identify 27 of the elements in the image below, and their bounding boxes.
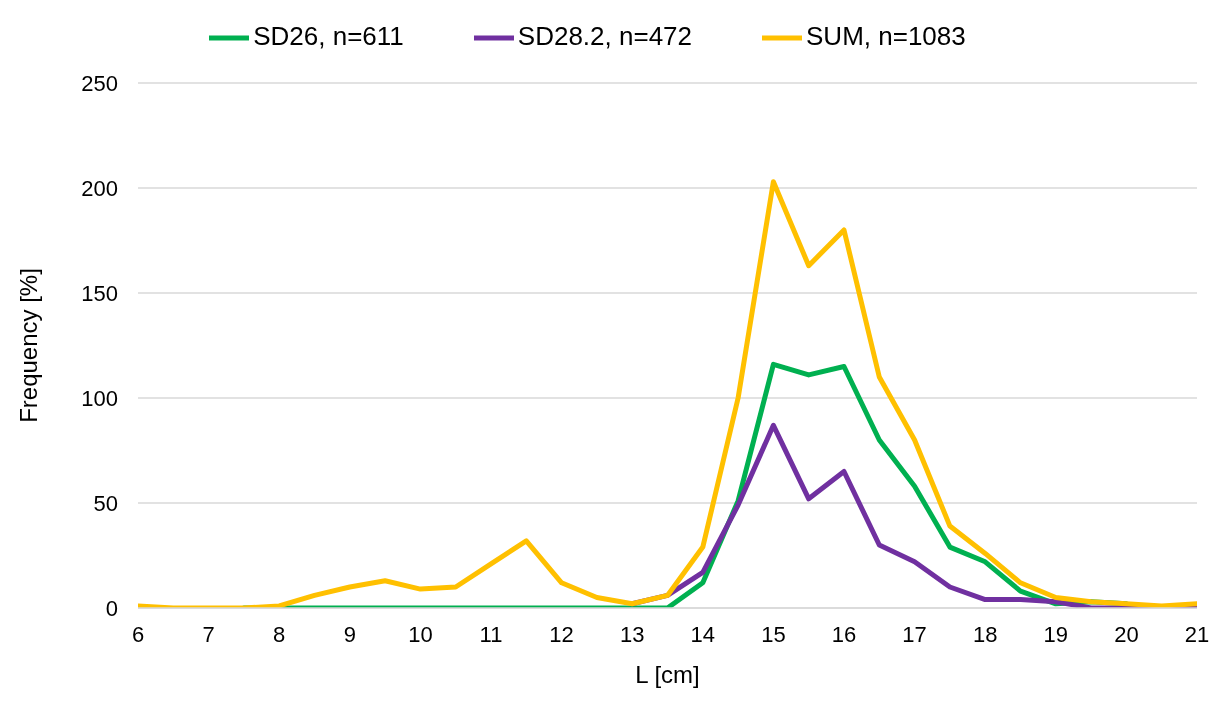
y-tick-label: 250 (81, 70, 118, 96)
y-tick-label: 100 (81, 385, 118, 411)
x-tick-label: 15 (761, 621, 786, 647)
y-tick-label: 200 (81, 175, 118, 201)
x-tick-label: 6 (131, 621, 145, 647)
legend-label: SD26, n=611 (253, 20, 404, 51)
x-tick-label: 10 (408, 621, 433, 647)
x-tick-label: 16 (831, 621, 857, 647)
legend-label: SUM, n=1083 (806, 20, 966, 51)
x-tick-label: 13 (619, 621, 645, 647)
x-tick-label: 14 (690, 621, 716, 647)
x-tick-label: 19 (1043, 621, 1069, 647)
legend-label: SD28.2, n=472 (517, 20, 693, 51)
x-tick-label: 20 (1114, 621, 1139, 647)
y-tick-label: 0 (105, 595, 118, 621)
y-axis-title: Frequency [%] (14, 268, 42, 423)
x-tick-label: 7 (202, 621, 215, 647)
x-tick-label: 8 (273, 621, 286, 647)
x-tick-label: 17 (902, 621, 927, 647)
y-tick-label: 50 (93, 490, 118, 516)
x-tick-label: 12 (549, 621, 574, 647)
y-tick-label: 150 (81, 280, 118, 306)
x-tick-label: 9 (343, 621, 356, 647)
x-tick-label: 11 (479, 621, 503, 647)
x-tick-label: 18 (972, 621, 998, 647)
x-axis-title: L [cm] (635, 661, 700, 688)
x-tick-label: 21 (1184, 621, 1210, 647)
